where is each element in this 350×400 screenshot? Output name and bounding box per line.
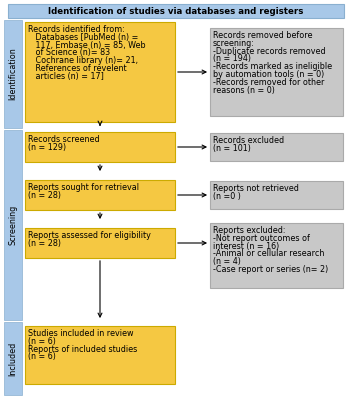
FancyBboxPatch shape xyxy=(25,228,175,258)
Text: Reports of included studies: Reports of included studies xyxy=(28,345,137,354)
Text: Databases [PubMed (n) =: Databases [PubMed (n) = xyxy=(28,33,138,42)
Text: (n = 28): (n = 28) xyxy=(28,239,61,248)
Text: of Science (n)= 83: of Science (n)= 83 xyxy=(28,48,110,58)
Text: (n =0 ): (n =0 ) xyxy=(213,192,241,201)
Text: Records removed before: Records removed before xyxy=(213,31,313,40)
Text: Records identified from:: Records identified from: xyxy=(28,25,125,34)
Text: Reports sought for retrieval: Reports sought for retrieval xyxy=(28,183,139,192)
Text: by automation tools (n = 0): by automation tools (n = 0) xyxy=(213,70,324,79)
FancyBboxPatch shape xyxy=(4,322,22,395)
Text: screening:: screening: xyxy=(213,39,255,48)
Text: (n = 6): (n = 6) xyxy=(28,352,56,362)
Text: -Duplicate records removed: -Duplicate records removed xyxy=(213,47,326,56)
Text: articles (n) = 17]: articles (n) = 17] xyxy=(28,72,104,81)
Text: (n = 28): (n = 28) xyxy=(28,191,61,200)
FancyBboxPatch shape xyxy=(4,130,22,320)
Text: -Case report or series (n= 2): -Case report or series (n= 2) xyxy=(213,265,328,274)
Text: (n = 6): (n = 6) xyxy=(28,337,56,346)
FancyBboxPatch shape xyxy=(25,132,175,162)
Text: Reports not retrieved: Reports not retrieved xyxy=(213,184,299,193)
FancyBboxPatch shape xyxy=(210,223,343,288)
Text: Identification of studies via databases and registers: Identification of studies via databases … xyxy=(48,6,304,16)
FancyBboxPatch shape xyxy=(210,28,343,116)
Text: (n = 101): (n = 101) xyxy=(213,144,251,153)
Text: Reports excluded:: Reports excluded: xyxy=(213,226,286,235)
FancyBboxPatch shape xyxy=(210,181,343,209)
Text: interest (n = 16): interest (n = 16) xyxy=(213,242,279,251)
Text: Records excluded: Records excluded xyxy=(213,136,284,145)
Text: (n = 4): (n = 4) xyxy=(213,257,241,266)
Text: (n = 129): (n = 129) xyxy=(28,143,66,152)
Text: Records screened: Records screened xyxy=(28,135,100,144)
FancyBboxPatch shape xyxy=(25,180,175,210)
Text: -Not report outcomes of: -Not report outcomes of xyxy=(213,234,310,243)
Text: -Records marked as ineligible: -Records marked as ineligible xyxy=(213,62,332,71)
Text: Reports assessed for eligibility: Reports assessed for eligibility xyxy=(28,231,151,240)
FancyBboxPatch shape xyxy=(8,4,344,18)
Text: Cochrane library (n)= 21,: Cochrane library (n)= 21, xyxy=(28,56,138,65)
Text: Screening: Screening xyxy=(8,205,18,245)
Text: References of revelent: References of revelent xyxy=(28,64,127,73)
FancyBboxPatch shape xyxy=(25,326,175,384)
Text: (n = 194): (n = 194) xyxy=(213,54,251,64)
FancyBboxPatch shape xyxy=(25,22,175,122)
Text: Included: Included xyxy=(8,341,18,376)
Text: -Records removed for other: -Records removed for other xyxy=(213,78,324,87)
Text: Studies included in review: Studies included in review xyxy=(28,329,133,338)
FancyBboxPatch shape xyxy=(4,20,22,128)
Text: 117, Embase (n) = 85, Web: 117, Embase (n) = 85, Web xyxy=(28,41,146,50)
Text: Identification: Identification xyxy=(8,48,18,100)
FancyBboxPatch shape xyxy=(210,133,343,161)
Text: -Animal or cellular research: -Animal or cellular research xyxy=(213,250,324,258)
Text: reasons (n = 0): reasons (n = 0) xyxy=(213,86,275,95)
